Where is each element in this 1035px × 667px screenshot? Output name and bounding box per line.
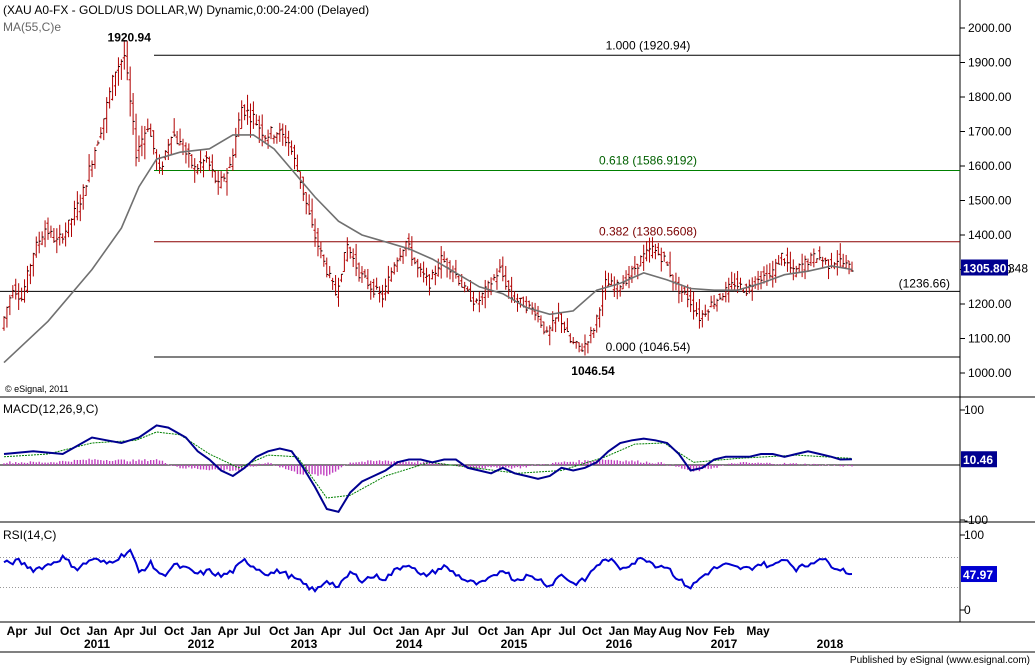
macd-histogram xyxy=(3,458,853,477)
fibonacci-labels: 1.000 (1920.94) 0.618 (1586.9192) 0.382 … xyxy=(108,30,950,378)
time-year-label: 2013 xyxy=(291,637,318,651)
time-month-label: Oct xyxy=(373,624,393,638)
price-tick-label: 1500.00 xyxy=(968,194,1012,208)
time-year-label: 2012 xyxy=(188,637,215,651)
price-tick-label: 1400.00 xyxy=(968,228,1012,242)
time-year-label: 2015 xyxy=(501,637,528,651)
fib-100-label: 1.000 (1920.94) xyxy=(606,38,691,52)
price-tick-label: 1100.00 xyxy=(968,332,1011,346)
time-month-label: Nov xyxy=(686,624,709,638)
time-month-label: Apr xyxy=(321,624,342,638)
macd-line xyxy=(3,424,853,513)
rsi-axis: 100 0 xyxy=(960,528,984,617)
time-year-label: 2011 xyxy=(84,637,110,651)
time-month-label: Jul xyxy=(34,624,51,638)
low-price-label: 1046.54 xyxy=(571,364,615,378)
fib-618-label: 0.618 (1586.9192) xyxy=(599,154,697,168)
macd-tick-label: -100 xyxy=(964,513,988,527)
time-year-label: 2018 xyxy=(817,637,844,651)
macd-axis: 100 -100 xyxy=(960,403,988,527)
time-axis: Apr Jul Oct Jan Apr Jul Oct Jan Apr Jul Oct Jan Apr J… xyxy=(7,624,844,651)
time-month-label: Oct xyxy=(269,624,289,638)
copyright-note: © eSignal, 2011 xyxy=(5,384,69,394)
price-tick-label: 1700.00 xyxy=(968,125,1012,139)
rsi-badge: 47.97 xyxy=(961,566,997,583)
fib-382-label: 0.382 (1380.5608) xyxy=(599,225,697,239)
rsi-line xyxy=(3,548,853,593)
time-month-label: Jan xyxy=(399,624,420,638)
time-month-label: Jan xyxy=(294,624,315,638)
time-month-label: Jan xyxy=(191,624,212,638)
time-month-label: Oct xyxy=(582,624,602,638)
rsi-reference-lines xyxy=(0,557,960,588)
time-month-label: Apr xyxy=(218,624,239,638)
time-month-label: Oct xyxy=(60,624,80,638)
chart-title: (XAU A0-FX - GOLD/US DOLLAR,W) Dynamic,0… xyxy=(3,3,369,17)
rsi-current-value: 47.97 xyxy=(963,568,993,582)
time-month-label: Jul xyxy=(348,624,365,638)
time-year-label: 2017 xyxy=(711,637,738,651)
price-candles xyxy=(2,39,854,356)
time-month-label: Apr xyxy=(114,624,135,638)
macd-tick-label: 100 xyxy=(964,403,984,417)
ma-legend: MA(55,C)e xyxy=(3,20,61,34)
rsi-legend: RSI(14,C) xyxy=(3,528,56,542)
time-month-label: Aug xyxy=(658,624,681,638)
time-month-label: Jan xyxy=(504,624,525,638)
published-by: Published by eSignal (www.esignal.com) xyxy=(850,655,1030,666)
price-tick-label: 1800.00 xyxy=(968,90,1012,104)
time-month-label: May xyxy=(746,624,770,638)
fibonacci-levels xyxy=(0,54,960,358)
time-month-label: Apr xyxy=(425,624,446,638)
price-tick-label: 1900.00 xyxy=(968,56,1012,70)
price-tick-label: 1600.00 xyxy=(968,159,1012,173)
rsi-tick-label: 0 xyxy=(964,603,971,617)
time-month-label: Jul xyxy=(451,624,468,638)
fib-0-label: 0.000 (1046.54) xyxy=(606,340,691,354)
price-tick-label: 2000.00 xyxy=(968,21,1012,35)
time-month-label: Jul xyxy=(558,624,575,638)
current-price-value: 1305.80 xyxy=(963,261,1007,275)
time-month-label: Jan xyxy=(609,624,630,638)
ma-55-line xyxy=(3,134,853,364)
price-tick-label: 1000.00 xyxy=(968,366,1012,380)
time-month-label: Feb xyxy=(713,624,734,638)
high-price-label: 1920.94 xyxy=(108,30,152,44)
price-tick-label: 1200.00 xyxy=(968,297,1012,311)
time-year-label: 2014 xyxy=(396,637,423,651)
time-month-label: Oct xyxy=(164,624,184,638)
chart-frame xyxy=(0,0,1035,653)
macd-badge: 10.46 xyxy=(961,451,997,468)
rsi-tick-label: 100 xyxy=(964,528,984,542)
macd-legend: MACD(12,26,9,C) xyxy=(3,402,98,416)
time-month-label: Oct xyxy=(478,624,498,638)
support-level-label: (1236.66) xyxy=(899,276,950,290)
current-price-badge: 1305.80 348 xyxy=(961,259,1028,276)
time-month-label: Apr xyxy=(531,624,552,638)
time-month-label: Jul xyxy=(139,624,156,638)
time-year-label: 2016 xyxy=(606,637,633,651)
time-month-label: Jul xyxy=(243,624,260,638)
time-month-label: May xyxy=(633,624,657,638)
macd-current-value: 10.46 xyxy=(963,453,993,467)
current-price-suffix: 348 xyxy=(1008,261,1028,275)
time-month-label: Jan xyxy=(87,624,108,638)
time-month-label: Apr xyxy=(7,624,28,638)
